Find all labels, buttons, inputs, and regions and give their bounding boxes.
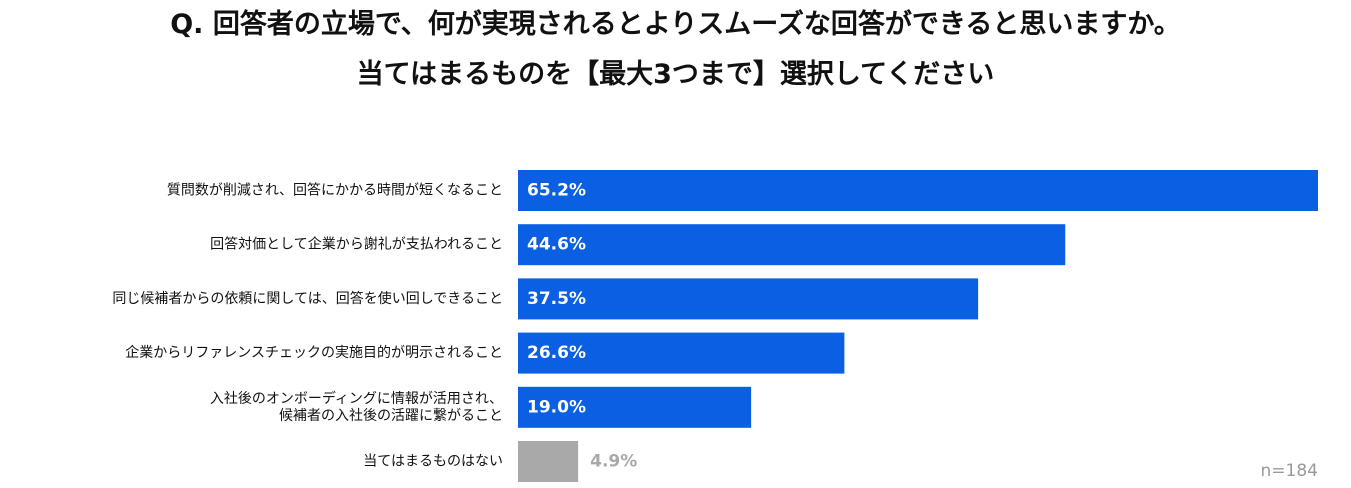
sample-size-note: n=184 — [1261, 461, 1318, 481]
value-label-5: 19.0% — [527, 397, 586, 417]
category-label-1: 質問数が削減され、回答にかかる時間が短くなること — [167, 182, 503, 199]
category-label-6: 当てはまるものはない — [363, 454, 503, 470]
value-label-1: 65.2% — [527, 181, 586, 201]
category-label-4: 企業からリファレンスチェックの実施目的が明示されること — [125, 344, 503, 361]
bar-1 — [518, 170, 1318, 211]
category-label-2: 回答対価として企業から謝礼が支払われること — [210, 236, 503, 253]
category-label-3: 同じ候補者からの依頼に関しては、回答を使い回しできること — [112, 290, 503, 307]
bar-2 — [518, 224, 1065, 265]
bar-3 — [518, 278, 978, 319]
value-label-3: 37.5% — [527, 289, 586, 309]
value-label-4: 26.6% — [527, 343, 586, 363]
value-label-6: 4.9% — [590, 452, 637, 472]
value-label-2: 44.6% — [527, 235, 586, 255]
bar-6 — [518, 441, 578, 482]
category-label-5: 入社後のオンボーディングに情報が活用され、候補者の入社後の活躍に繋がること — [210, 390, 503, 424]
